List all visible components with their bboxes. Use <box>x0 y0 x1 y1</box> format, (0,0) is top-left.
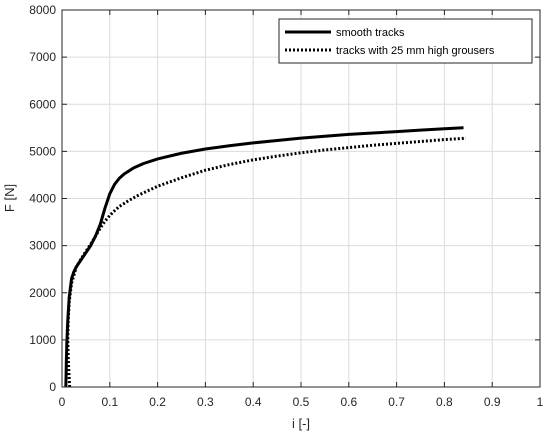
y-axis-label: F [N] <box>2 184 17 212</box>
y-tick-label: 7000 <box>29 50 56 64</box>
y-tick-label: 2000 <box>29 286 56 300</box>
x-tick-label: 0.1 <box>101 395 118 409</box>
x-tick-label: 0.3 <box>197 395 214 409</box>
x-axis-label: i [-] <box>292 416 310 431</box>
legend-label-grousers: tracks with 25 mm high grousers <box>336 45 495 57</box>
series-line-grousers <box>66 136 467 388</box>
legend-box <box>278 18 533 64</box>
x-tick-label: 0 <box>59 395 66 409</box>
x-tick-label: 0.5 <box>293 395 310 409</box>
series-layer <box>64 126 467 388</box>
y-axis: 0 1000 2000 3000 4000 5000 6000 7000 8000 <box>29 3 540 394</box>
y-tick-label: 0 <box>49 380 56 394</box>
y-tick-label: 3000 <box>29 239 56 253</box>
y-tick-label: 4000 <box>29 192 56 206</box>
legend: smooth tracks tracks with 25 mm high gro… <box>278 18 533 64</box>
x-axis: 0 0.1 0.2 0.3 0.4 0.5 0.6 0.7 0.8 0.9 1 <box>59 10 544 409</box>
grid-lines <box>62 10 540 387</box>
x-tick-label: 0.6 <box>340 395 357 409</box>
y-tick-label: 8000 <box>29 3 56 17</box>
y-tick-label: 6000 <box>29 97 56 111</box>
x-tick-label: 0.9 <box>484 395 501 409</box>
x-tick-label: 0.8 <box>436 395 453 409</box>
x-tick-label: 0.4 <box>245 395 262 409</box>
x-tick-label: 1 <box>537 395 544 409</box>
x-tick-label: 0.7 <box>388 395 405 409</box>
y-tick-label: 5000 <box>29 144 56 158</box>
legend-label-smooth-tracks: smooth tracks <box>336 27 405 39</box>
series-line-smooth-tracks <box>64 126 464 388</box>
y-tick-label: 1000 <box>29 333 56 347</box>
x-tick-label: 0.2 <box>149 395 166 409</box>
